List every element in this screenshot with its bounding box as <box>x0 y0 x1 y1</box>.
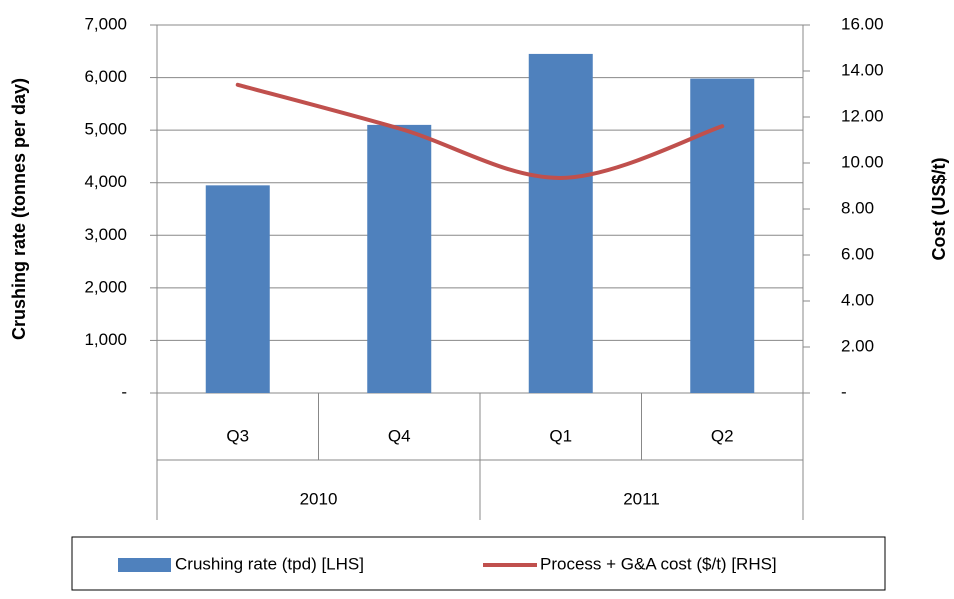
legend-swatch <box>118 558 171 572</box>
y-tick-label: 6,000 <box>84 67 127 86</box>
y-tick-label: 1,000 <box>84 330 127 349</box>
y-tick-label: - <box>121 382 127 401</box>
y2-tick-label: 4.00 <box>841 290 874 309</box>
y2-tick-label: 6.00 <box>841 244 874 263</box>
y2-tick-label: 8.00 <box>841 198 874 217</box>
y-tick-label: 3,000 <box>84 225 127 244</box>
bar <box>205 185 270 393</box>
y2-tick-label: 2.00 <box>841 336 874 355</box>
group-label: 2011 <box>623 489 660 508</box>
x-tick-label: Q4 <box>388 426 411 445</box>
y2-tick-label: 10.00 <box>841 152 884 171</box>
y-tick-label: 2,000 <box>84 277 127 296</box>
legend-label: Crushing rate (tpd) [LHS] <box>175 554 364 573</box>
legend-box <box>71 536 886 591</box>
line <box>235 82 725 180</box>
y2-tick-label: 12.00 <box>841 106 884 125</box>
x-tick-label: Q1 <box>549 426 572 445</box>
x-tick-label: Q3 <box>226 426 249 445</box>
bar <box>528 53 593 394</box>
y2-tick-label: 16.00 <box>841 14 884 33</box>
x-tick-label: Q2 <box>711 426 734 445</box>
y2-tick-label: 14.00 <box>841 60 884 79</box>
y-axis-title: Crushing rate (tonnes per day) <box>9 78 29 340</box>
group-label: 2010 <box>300 489 338 508</box>
bar <box>690 78 755 393</box>
y-tick-label: 4,000 <box>84 172 127 191</box>
bar <box>367 124 432 393</box>
y2-tick-label: - <box>841 382 847 401</box>
y2-axis-title: Cost (US$/t) <box>929 157 949 260</box>
legend-label: Process + G&A cost ($/t) [RHS] <box>540 554 777 573</box>
y-tick-label: 5,000 <box>84 120 127 139</box>
y-tick-label: 7,000 <box>84 14 127 33</box>
